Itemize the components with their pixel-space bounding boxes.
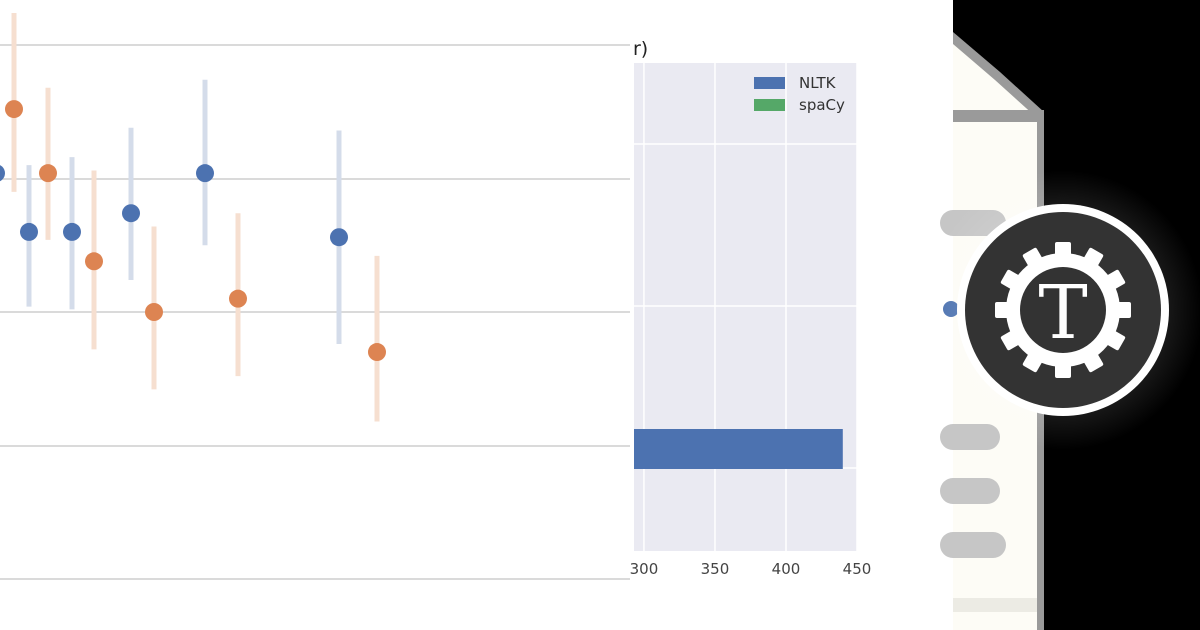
scatter-gridlines	[0, 44, 630, 580]
data-point	[145, 303, 163, 321]
x-tick-label: 350	[701, 560, 730, 578]
plot-area	[634, 63, 857, 551]
data-points	[0, 100, 386, 362]
logo-badge: T	[923, 170, 1200, 450]
logo-letter: T	[1038, 270, 1087, 356]
legend-swatch-nltk	[754, 77, 785, 89]
data-point	[0, 165, 5, 182]
data-point	[20, 222, 38, 241]
text-line-icon	[940, 532, 1006, 558]
legend-swatch-spacy	[754, 99, 785, 111]
error-bars	[11, 12, 380, 422]
text-line-icon	[940, 478, 1000, 504]
bars	[634, 429, 843, 469]
data-point	[39, 164, 57, 183]
brand-panel: T	[923, 0, 1200, 630]
data-point	[63, 222, 81, 241]
text-line-icon	[940, 424, 1000, 450]
horizontal-bar-chart: r) 300 350 400 450 NLTK spaCy	[630, 38, 872, 578]
legend-label-nltk: NLTK	[799, 74, 837, 92]
data-point	[368, 343, 386, 362]
data-point	[5, 100, 23, 119]
x-tick-label: 400	[772, 560, 801, 578]
legend-label-spacy: spaCy	[799, 96, 845, 114]
x-tick-label: 300	[630, 560, 659, 578]
x-tick-label: 450	[843, 560, 872, 578]
data-point	[196, 164, 214, 183]
data-point	[330, 228, 348, 247]
bar-nltk	[634, 429, 843, 469]
data-point	[122, 204, 140, 223]
data-point	[85, 252, 103, 271]
chart-title: r)	[633, 38, 648, 60]
x-axis-ticks: 300 350 400 450	[630, 560, 872, 578]
data-point	[229, 289, 247, 308]
scatter-errorbar-chart	[0, 12, 630, 580]
legend: NLTK spaCy	[754, 74, 845, 114]
